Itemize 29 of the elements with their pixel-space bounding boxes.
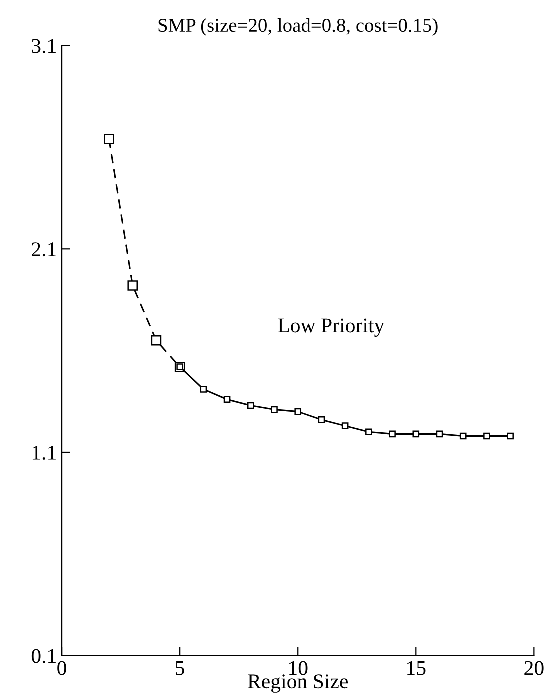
- point: [247, 402, 254, 410]
- x-tick-label: 10: [290, 661, 308, 676]
- point: [200, 386, 208, 393]
- x-tick-label: 0: [58, 661, 66, 676]
- point: [224, 396, 231, 404]
- y-tick-label: 0.1: [32, 649, 56, 664]
- point: [460, 432, 467, 440]
- point: [484, 432, 490, 440]
- point: [342, 422, 349, 430]
- point: [151, 336, 162, 346]
- y-tick-label: 1.1: [32, 446, 56, 460]
- point: [507, 432, 514, 440]
- point: [128, 280, 138, 291]
- point: [104, 134, 114, 144]
- x-tick-label: 5: [176, 662, 184, 676]
- point: [294, 408, 302, 416]
- y-tick-label: 2.1: [32, 242, 56, 257]
- x-axis-title: Region Size: [248, 674, 348, 693]
- x-tick-label: 20: [524, 661, 544, 676]
- y-tick-label: 3.1: [32, 39, 56, 54]
- chart-title: SMP (size=20, load=0.8, cost=0.15): [158, 18, 438, 36]
- x-tick-label: 15: [408, 661, 426, 676]
- point: [389, 430, 396, 438]
- point: [412, 430, 420, 438]
- annotation: Low Priority: [278, 318, 385, 338]
- point: [366, 428, 372, 436]
- point: [318, 416, 326, 424]
- point: [271, 406, 278, 414]
- point: [436, 430, 444, 438]
